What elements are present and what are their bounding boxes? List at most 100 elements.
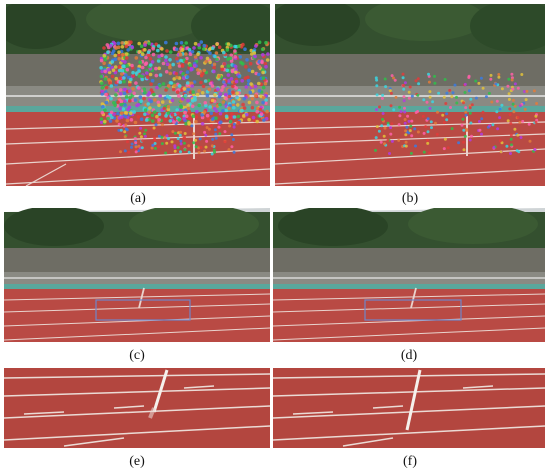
feature-point — [200, 91, 205, 95]
feature-point — [205, 93, 210, 98]
feature-point — [253, 93, 258, 98]
feature-point — [234, 79, 239, 84]
feature-point — [224, 108, 229, 113]
feature-point — [207, 47, 212, 52]
feature-point — [171, 130, 175, 134]
feature-point — [489, 73, 493, 77]
feature-point — [375, 78, 379, 82]
feature-point — [245, 58, 249, 62]
feature-point — [176, 111, 180, 115]
feature-point — [150, 113, 155, 118]
feature-point — [153, 138, 157, 142]
feature-point — [239, 45, 244, 49]
feature-point — [209, 111, 214, 116]
feature-point — [195, 92, 200, 97]
feature-point — [435, 132, 439, 136]
feature-point — [168, 119, 173, 123]
feature-point — [136, 115, 141, 119]
feature-point — [229, 53, 234, 58]
feature-point — [173, 146, 177, 150]
feature-point — [229, 59, 234, 63]
feature-point — [253, 84, 258, 89]
feature-point — [383, 142, 386, 146]
feature-point — [125, 128, 129, 132]
feature-point — [177, 84, 182, 88]
feature-point — [167, 137, 170, 141]
feature-point — [422, 150, 426, 154]
feature-point — [410, 94, 414, 98]
feature-point — [196, 52, 200, 56]
feature-point — [177, 94, 181, 98]
feature-point — [166, 111, 171, 115]
feature-point — [184, 122, 188, 126]
feature-point — [122, 91, 127, 96]
feature-point — [525, 89, 529, 93]
feature-point — [519, 136, 523, 139]
feature-point — [158, 84, 162, 88]
roi-box — [364, 299, 462, 321]
feature-point — [176, 146, 180, 150]
feature-point — [215, 42, 219, 46]
feature-point — [190, 81, 194, 86]
feature-point — [165, 134, 169, 138]
feature-point — [117, 64, 122, 69]
feature-point — [207, 87, 212, 92]
feature-point — [129, 118, 134, 122]
feature-point — [154, 42, 158, 47]
feature-point — [133, 98, 138, 102]
feature-point — [155, 85, 159, 90]
feature-point — [510, 143, 513, 147]
feature-point — [124, 56, 129, 60]
feature-point — [190, 99, 195, 103]
feature-point — [117, 128, 121, 132]
feature-point — [388, 152, 391, 155]
feature-point — [257, 89, 262, 93]
feature-point — [260, 47, 265, 52]
feature-point — [154, 73, 159, 78]
feature-point — [264, 64, 268, 69]
feature-point — [164, 88, 168, 92]
feature-point — [228, 115, 233, 120]
feature-point — [518, 120, 522, 124]
feature-point — [481, 86, 485, 90]
feature-point — [428, 151, 432, 155]
feature-point — [175, 56, 179, 61]
feature-point — [134, 81, 138, 85]
feature-point — [166, 107, 171, 112]
feature-point — [192, 132, 196, 136]
feature-point — [160, 100, 165, 104]
feature-point — [148, 72, 153, 77]
feature-point — [138, 131, 142, 135]
feature-point — [231, 84, 235, 89]
feature-point — [143, 62, 148, 66]
feature-point — [120, 41, 124, 45]
feature-point — [218, 92, 223, 96]
feature-point — [464, 110, 468, 114]
feature-point — [164, 55, 168, 59]
feature-point — [235, 95, 239, 100]
feature-point — [182, 116, 186, 121]
feature-point — [484, 95, 488, 99]
feature-point — [121, 52, 125, 57]
feature-point — [390, 139, 394, 143]
feature-point — [259, 112, 264, 117]
panel-a-image — [6, 4, 270, 186]
feature-point — [123, 149, 127, 153]
feature-point — [123, 99, 127, 103]
feature-point — [214, 51, 219, 55]
feature-point — [261, 95, 266, 100]
feature-point — [457, 141, 461, 145]
feature-point — [464, 113, 468, 117]
feature-point — [161, 61, 166, 66]
feature-point — [226, 73, 231, 77]
feature-point — [171, 62, 175, 67]
feature-point — [250, 96, 255, 101]
feature-point — [100, 86, 105, 90]
feature-point — [116, 100, 120, 104]
feature-point — [523, 107, 527, 111]
feature-point — [226, 42, 231, 46]
feature-point — [498, 107, 502, 111]
feature-point — [168, 50, 173, 54]
feature-point — [426, 117, 430, 121]
feature-point — [212, 148, 216, 152]
